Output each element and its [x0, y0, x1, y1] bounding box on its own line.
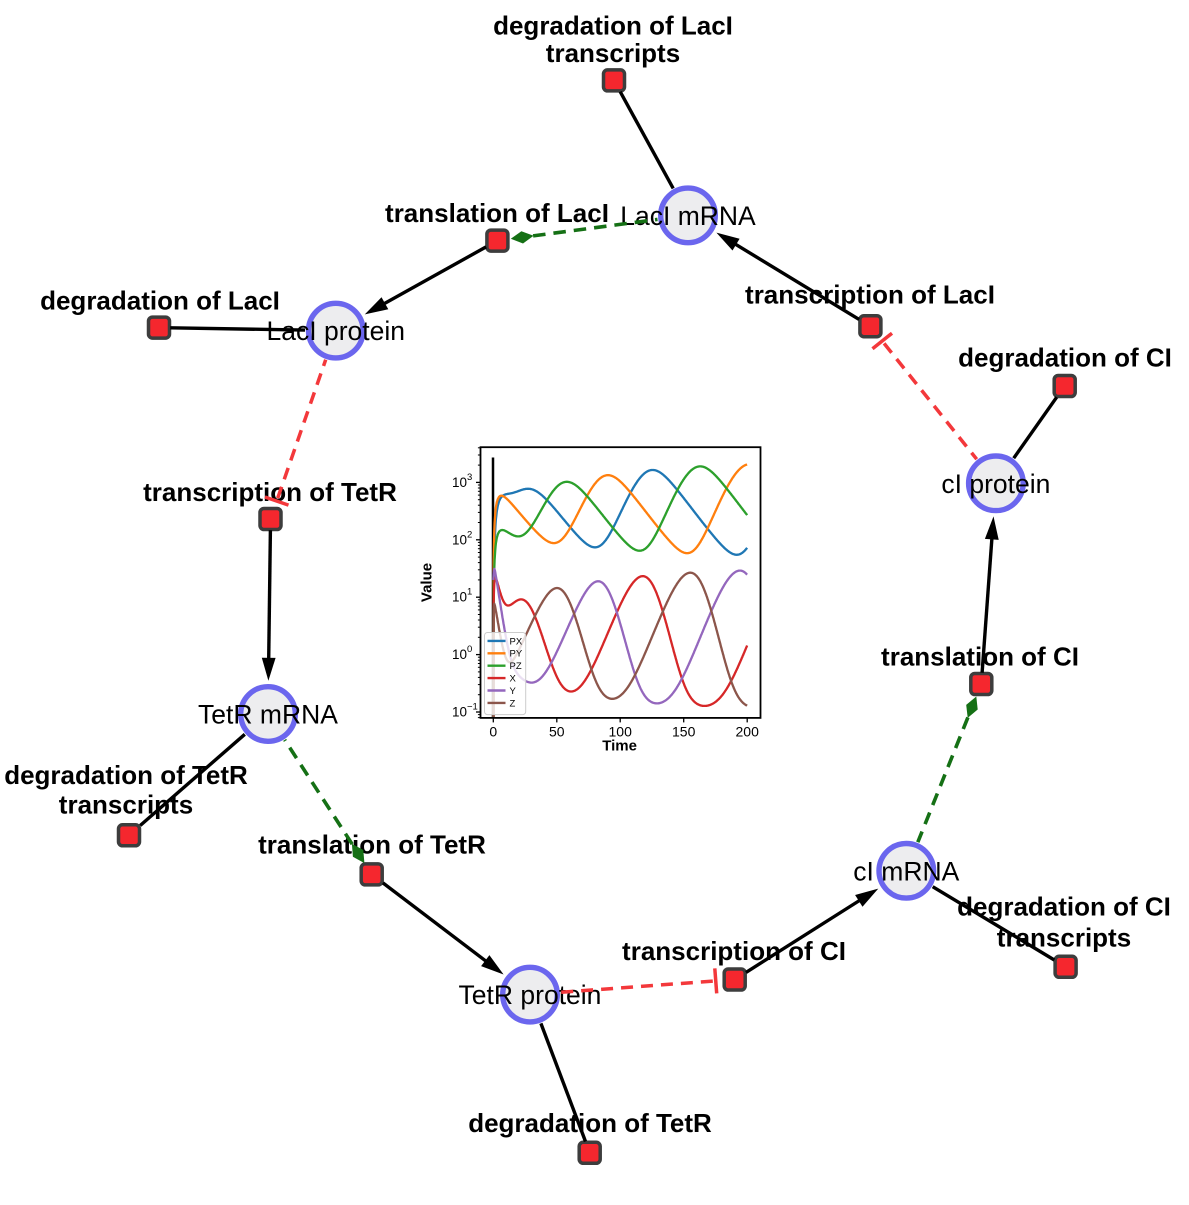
svg-text:Z: Z: [510, 698, 516, 709]
svg-text:10: 10: [452, 532, 467, 547]
svg-text:10: 10: [452, 705, 467, 720]
svg-text:LacI mRNA: LacI mRNA: [620, 201, 756, 231]
svg-text:transcription of CI: transcription of CI: [622, 936, 846, 966]
svg-text:3: 3: [467, 472, 472, 483]
svg-text:translation of CI: translation of CI: [881, 642, 1079, 672]
svg-text:TetR mRNA: TetR mRNA: [198, 700, 338, 730]
svg-text:150: 150: [672, 723, 696, 739]
svg-text:Value: Value: [418, 563, 435, 602]
svg-text:100: 100: [609, 723, 633, 739]
svg-text:degradation of CI: degradation of CI: [958, 343, 1172, 373]
svg-text:transcription of LacI: transcription of LacI: [745, 280, 995, 310]
svg-text:degradation of LacI: degradation of LacI: [493, 11, 733, 41]
svg-text:degradation of TetR: degradation of TetR: [468, 1108, 712, 1138]
svg-text:0: 0: [489, 723, 497, 739]
svg-text:TetR protein: TetR protein: [459, 980, 602, 1010]
svg-text:PY: PY: [510, 649, 523, 660]
svg-text:50: 50: [549, 723, 565, 739]
svg-text:degradation of LacI: degradation of LacI: [40, 286, 280, 316]
svg-text:1: 1: [467, 587, 472, 598]
svg-text:X: X: [510, 674, 517, 685]
svg-text:transcription of TetR: transcription of TetR: [143, 477, 397, 507]
svg-text:10: 10: [452, 647, 467, 662]
svg-text:cI protein: cI protein: [941, 469, 1050, 499]
svg-text:2: 2: [467, 529, 472, 540]
svg-text:0: 0: [467, 644, 472, 655]
svg-text:−1: −1: [467, 702, 478, 713]
svg-text:PX: PX: [510, 636, 523, 647]
svg-text:10: 10: [452, 475, 467, 490]
svg-text:Time: Time: [602, 738, 637, 755]
svg-text:transcripts: transcripts: [59, 790, 193, 820]
svg-text:translation of TetR: translation of TetR: [258, 830, 486, 860]
svg-text:transcripts: transcripts: [546, 38, 680, 68]
svg-text:PZ: PZ: [510, 661, 522, 672]
svg-text:10: 10: [452, 590, 467, 605]
svg-text:cI mRNA: cI mRNA: [853, 856, 959, 886]
svg-text:degradation of CI: degradation of CI: [957, 892, 1171, 922]
svg-text:200: 200: [736, 723, 760, 739]
svg-text:Y: Y: [510, 686, 517, 697]
svg-text:translation of LacI: translation of LacI: [385, 198, 609, 228]
